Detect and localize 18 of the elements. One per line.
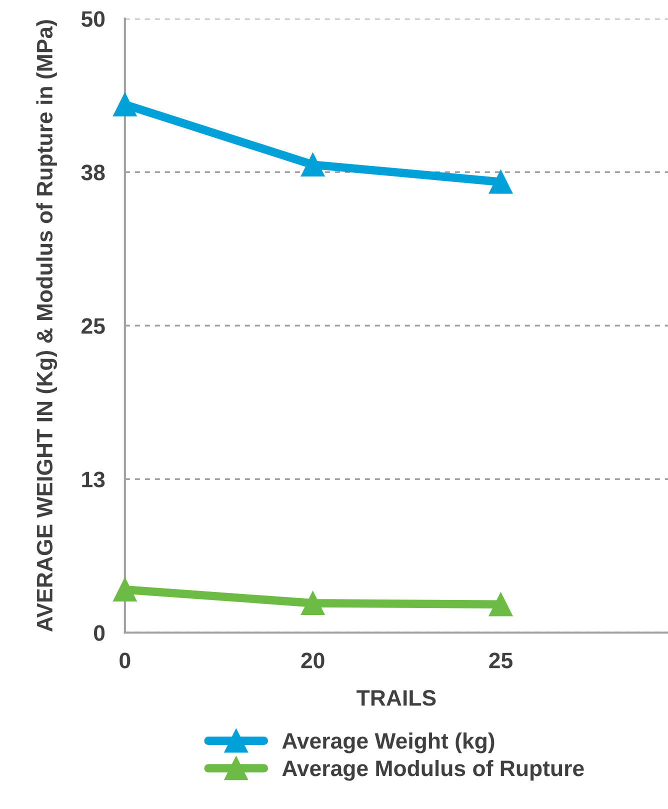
x-axis-title: TRAILS — [356, 690, 436, 706]
legend-label: Average Modulus of Rupture — [282, 760, 584, 781]
x-tick-label: 20 — [301, 652, 324, 668]
y-tick-label: 0 — [94, 625, 105, 641]
x-tick-label: 25 — [489, 652, 512, 668]
y-tick-label: 50 — [81, 11, 105, 27]
y-tick-label: 38 — [81, 164, 105, 180]
point — [301, 152, 325, 177]
point — [113, 92, 137, 116]
y-tick-label: 25 — [82, 318, 105, 334]
y-axis-title: AVERAGE WEIGHT IN (Kg) & Modulus of Rupture in (MPa) — [36, 20, 58, 632]
point — [488, 170, 513, 194]
legend-label: Average Weight (kg) — [282, 732, 494, 754]
point — [113, 578, 137, 602]
point — [301, 591, 325, 615]
x-tick-label: 0 — [120, 652, 130, 668]
point — [488, 592, 513, 616]
y-tick-label: 13 — [82, 472, 105, 488]
